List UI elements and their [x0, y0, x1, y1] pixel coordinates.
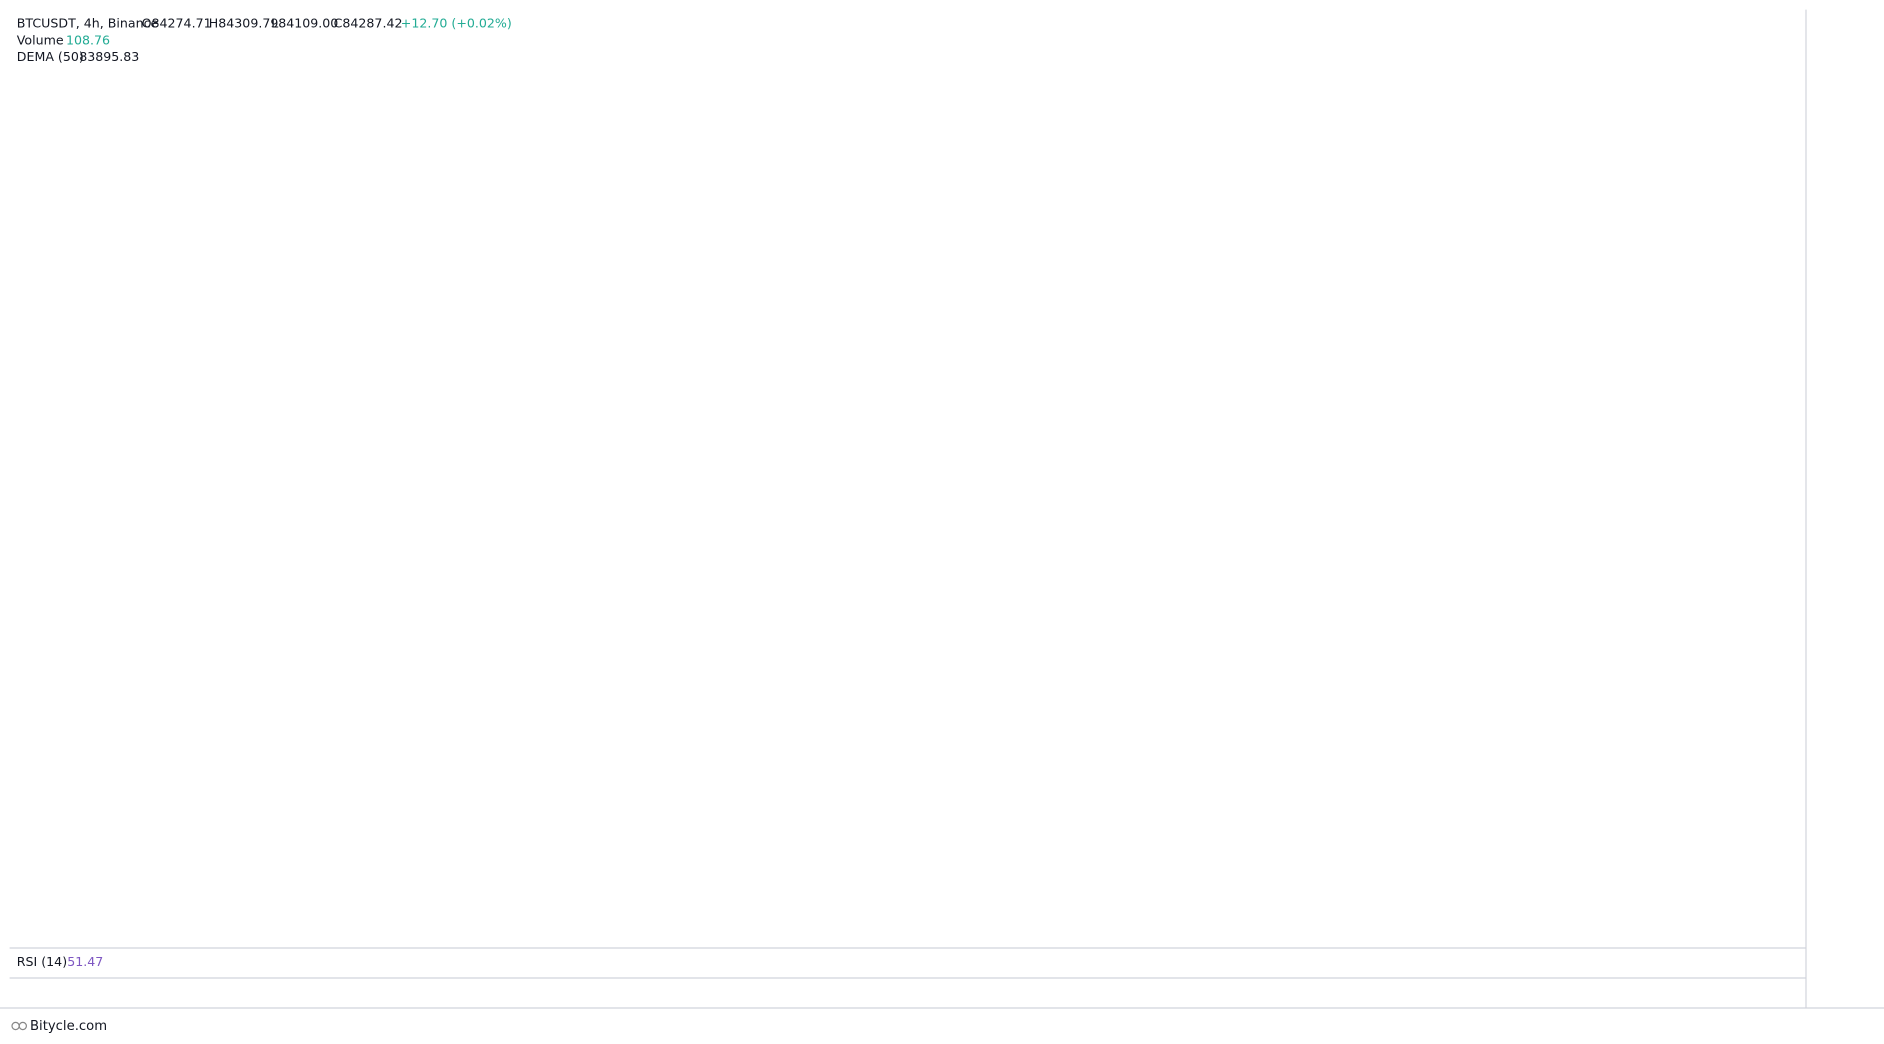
symbol-title: BTCUSDT, 4h, Binance: [17, 15, 159, 30]
logo: [11, 1021, 27, 1031]
rsi-name: RSI (14): [17, 954, 67, 969]
volume-value: 108.76: [66, 32, 110, 47]
ohlc-close: C84287.42: [334, 15, 403, 30]
dema-name: DEMA (50): [17, 49, 84, 64]
change: +12.70 (+0.02%): [401, 15, 512, 30]
source: Bitycle.com: [30, 1019, 107, 1034]
ohlc-low: L84109.00: [271, 15, 338, 30]
ohlc-open: O84274.71: [142, 15, 212, 30]
dema-value: 83895.83: [79, 49, 139, 64]
rsi-value: 51.47: [67, 954, 103, 969]
ohlc-high: H84309.79: [209, 15, 279, 30]
volume-name: Volume: [17, 32, 64, 47]
